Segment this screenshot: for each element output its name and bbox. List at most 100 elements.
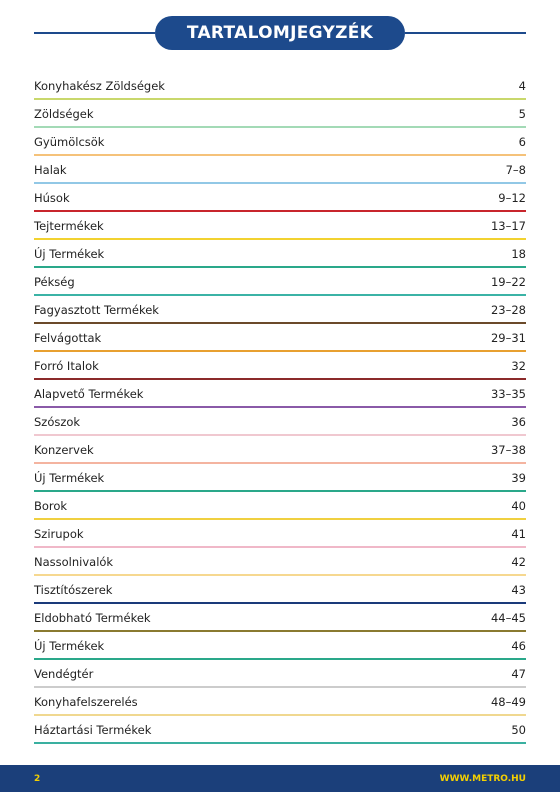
entry-page: 48–49: [490, 695, 526, 709]
entry-page: 37–38: [490, 443, 526, 457]
entry-rule: [34, 350, 526, 352]
toc-entry: Felvágottak 29–31: [34, 324, 526, 352]
toc-entry: Konyhafelszerelés 48–49: [34, 688, 526, 716]
entry-page: 50: [511, 723, 526, 737]
entry-page: 6: [518, 135, 526, 149]
entry-label: Új Termékek: [34, 471, 105, 485]
header-rule: [34, 32, 155, 34]
toc-entry: Forró Italok 32: [34, 352, 526, 380]
toc-entry: Új Termékek 18: [34, 240, 526, 268]
entry-page: 32: [511, 359, 526, 373]
footer: 2 WWW.METRO.HU: [0, 765, 560, 792]
entry-label: Felvágottak: [34, 331, 102, 345]
entry-rule: [34, 490, 526, 492]
header-rule: [405, 32, 526, 34]
entry-rule: [34, 266, 526, 268]
entry-page: 9–12: [498, 191, 526, 205]
entry-page: 46: [511, 639, 526, 653]
toc-entry: Fagyasztott Termékek 23–28: [34, 296, 526, 324]
entry-label: Szószok: [34, 415, 81, 429]
entry-label: Konyhafelszerelés: [34, 695, 138, 709]
entry-label: Fagyasztott Termékek: [34, 303, 159, 317]
entry-page: 47: [511, 667, 526, 681]
entry-label: Konzervek: [34, 443, 94, 457]
toc-entry: Vendégtér 47: [34, 660, 526, 688]
entry-rule: [34, 126, 526, 128]
entry-label: Vendégtér: [34, 667, 94, 681]
entry-rule: [34, 658, 526, 660]
entry-label: Háztartási Termékek: [34, 723, 152, 737]
entry-label: Eldobható Termékek: [34, 611, 151, 625]
entry-rule: [34, 210, 526, 212]
entry-rule: [34, 154, 526, 156]
toc-entry: Nassolnivalók 42: [34, 548, 526, 576]
entry-page: 19–22: [490, 275, 526, 289]
title: TARTALOMJEGYZÉK: [155, 16, 405, 50]
toc-entry: Alapvető Termékek 33–35: [34, 380, 526, 408]
entry-page: 4: [518, 79, 526, 93]
entry-rule: [34, 630, 526, 632]
entry-label: Forró Italok: [34, 359, 99, 373]
toc-entry: Tejtermékek 13–17: [34, 212, 526, 240]
entry-page: 43: [511, 583, 526, 597]
toc-entry: Konyhakész Zöldségek 4: [34, 72, 526, 100]
toc-entry: Gyümölcsök 6: [34, 128, 526, 156]
toc-entry: Szirupok 41: [34, 520, 526, 548]
entry-label: Húsok: [34, 191, 70, 205]
entry-label: Új Termékek: [34, 247, 105, 261]
entry-rule: [34, 742, 526, 744]
entry-rule: [34, 294, 526, 296]
entry-rule: [34, 182, 526, 184]
entry-label: Konyhakész Zöldségek: [34, 79, 165, 93]
entry-rule: [34, 378, 526, 380]
entry-page: 7–8: [505, 163, 526, 177]
entry-rule: [34, 546, 526, 548]
entry-rule: [34, 686, 526, 688]
entry-page: 18: [511, 247, 526, 261]
entry-label: Zöldségek: [34, 107, 94, 121]
url: WWW.METRO.HU: [439, 774, 526, 784]
entry-label: Szirupok: [34, 527, 84, 541]
entry-rule: [34, 574, 526, 576]
entry-rule: [34, 322, 526, 324]
entry-page: 13–17: [490, 219, 526, 233]
entry-rule: [34, 238, 526, 240]
page-number: 2: [34, 774, 41, 784]
toc-entry: Borok 40: [34, 492, 526, 520]
entry-label: Új Termékek: [34, 639, 105, 653]
toc-entry: Zöldségek 5: [34, 100, 526, 128]
toc-entry: Új Termékek 46: [34, 632, 526, 660]
entry-page: 44–45: [490, 611, 526, 625]
toc-entry: Új Termékek 39: [34, 464, 526, 492]
entry-label: Pékség: [34, 275, 75, 289]
entry-page: 5: [518, 107, 526, 121]
toc-entry: Háztartási Termékek 50: [34, 716, 526, 744]
entry-page: 23–28: [490, 303, 526, 317]
entry-page: 40: [511, 499, 526, 513]
toc-entry: Eldobható Termékek 44–45: [34, 604, 526, 632]
toc-entry: Pékség 19–22: [34, 268, 526, 296]
toc-entry: Konzervek 37–38: [34, 436, 526, 464]
toc-entry: Szószok 36: [34, 408, 526, 436]
toc-entry: Húsok 9–12: [34, 184, 526, 212]
entry-page: 29–31: [490, 331, 526, 345]
entry-rule: [34, 518, 526, 520]
entry-label: Tejtermékek: [34, 219, 104, 233]
entry-label: Nassolnivalók: [34, 555, 114, 569]
entry-page: 42: [511, 555, 526, 569]
entry-label: Borok: [34, 499, 68, 513]
entry-page: 39: [511, 471, 526, 485]
entry-label: Halak: [34, 163, 67, 177]
entry-label: Tisztítószerek: [34, 583, 113, 597]
entry-page: 33–35: [490, 387, 526, 401]
toc-entry: Tisztítószerek 43: [34, 576, 526, 604]
entry-rule: [34, 602, 526, 604]
toc-entry: Halak 7–8: [34, 156, 526, 184]
entry-rule: [34, 406, 526, 408]
entry-page: 41: [511, 527, 526, 541]
entry-rule: [34, 714, 526, 716]
entry-label: Gyümölcsök: [34, 135, 105, 149]
entry-label: Alapvető Termékek: [34, 387, 144, 401]
entry-rule: [34, 462, 526, 464]
